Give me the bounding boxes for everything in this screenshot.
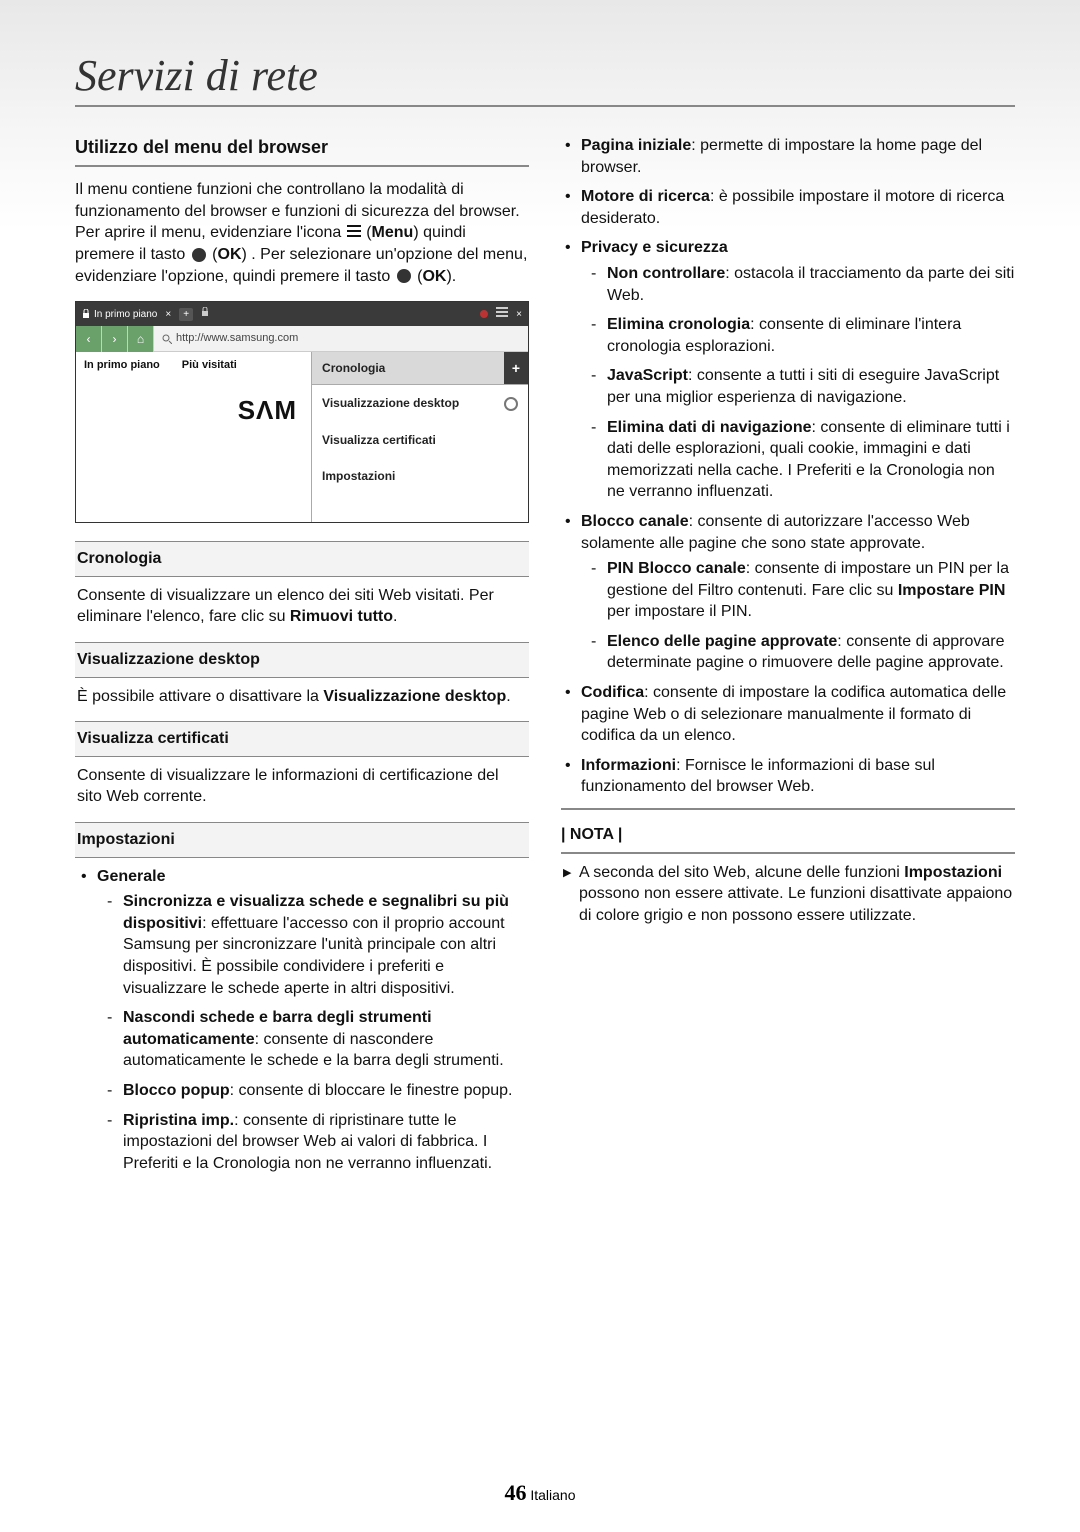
hamburger-icon bbox=[496, 307, 508, 322]
mock-logo: SΛM bbox=[84, 393, 303, 428]
browser-mockup: In primo piano × + × ‹ › ⌂ bbox=[75, 301, 529, 523]
note-heading: | NOTA | bbox=[561, 818, 1015, 854]
mock-menu-panel: Cronologia + Visualizzazione desktop Vis… bbox=[311, 352, 528, 522]
body-text: . bbox=[393, 608, 397, 625]
page-title: Servizi di rete bbox=[75, 50, 1015, 107]
right-column: Pagina iniziale: permette di impostare l… bbox=[561, 135, 1015, 1194]
bold-text: Pagina iniziale bbox=[581, 137, 691, 154]
plus-icon: + bbox=[179, 308, 193, 322]
subsection-title: Cronologia bbox=[75, 541, 529, 577]
subsection-body: Consente di visualizzare le informazioni… bbox=[75, 757, 529, 820]
body-text: A seconda del sito Web, alcune delle fun… bbox=[579, 864, 904, 881]
radio-icon[interactable] bbox=[504, 397, 518, 411]
subsection-title: Visualizza certificati bbox=[75, 721, 529, 757]
body-text: possono non essere attivate. Le funzioni… bbox=[579, 885, 1012, 924]
mock-subtab[interactable]: Più visitati bbox=[182, 358, 237, 373]
intro-text: ). bbox=[446, 268, 456, 285]
left-column: Utilizzo del menu del browser Il menu co… bbox=[75, 135, 529, 1194]
page-number: 46 bbox=[504, 1480, 526, 1505]
left-heading: Utilizzo del menu del browser bbox=[75, 135, 529, 167]
url-field[interactable]: http://www.samsung.com bbox=[154, 331, 528, 346]
bold-text: Motore di ricerca bbox=[581, 188, 710, 205]
hamburger-icon bbox=[346, 222, 362, 244]
subsection-title: Visualizzazione desktop bbox=[75, 642, 529, 678]
bold-text: Elimina cronologia bbox=[607, 316, 750, 333]
bold-text: Codifica bbox=[581, 684, 644, 701]
body-text: . bbox=[506, 688, 510, 705]
footer-lang: Italiano bbox=[530, 1487, 575, 1503]
bold-text: Elimina dati di navigazione bbox=[607, 419, 811, 436]
mock-menu-item[interactable]: Visualizzazione desktop bbox=[322, 395, 459, 411]
close-icon: × bbox=[516, 308, 522, 322]
page-footer: 46 Italiano bbox=[0, 1480, 1080, 1506]
close-icon: × bbox=[165, 308, 171, 322]
bold-text: Informazioni bbox=[581, 757, 676, 774]
url-text: http://www.samsung.com bbox=[176, 331, 298, 346]
mock-menu-item[interactable]: Visualizza certificati bbox=[322, 432, 436, 448]
bold-text: Visualizzazione desktop bbox=[323, 688, 506, 705]
search-icon bbox=[162, 334, 172, 344]
mock-tab: In primo piano bbox=[82, 308, 157, 322]
subsection-body: È possibile attivare o disattivare la Vi… bbox=[75, 678, 529, 720]
note-body: A seconda del sito Web, alcune delle fun… bbox=[561, 854, 1015, 927]
ok-icon bbox=[192, 248, 206, 262]
ok-icon bbox=[397, 269, 411, 283]
body-text: Consente di visualizzare un elenco dei s… bbox=[77, 587, 494, 626]
bold-text: Privacy e sicurezza bbox=[581, 239, 728, 256]
mock-menu-item[interactable]: Impostazioni bbox=[322, 468, 395, 484]
bullet-title: Generale bbox=[97, 868, 165, 885]
bold-text: Ripristina imp. bbox=[123, 1112, 234, 1129]
body-text: È possibile attivare o disattivare la bbox=[77, 688, 323, 705]
subsection-body: Consente di visualizzare un elenco dei s… bbox=[75, 577, 529, 640]
subsection-title: Impostazioni bbox=[75, 822, 529, 858]
bold-text: JavaScript bbox=[607, 367, 688, 384]
mock-tab-label: In primo piano bbox=[94, 308, 157, 322]
mock-subtab[interactable]: In primo piano bbox=[84, 358, 160, 373]
back-button[interactable]: ‹ bbox=[76, 326, 102, 352]
bold-text: Impostare PIN bbox=[898, 582, 1006, 599]
intro-paragraph: Il menu contiene funzioni che controllan… bbox=[75, 179, 529, 287]
bold-text: Non controllare bbox=[607, 265, 725, 282]
bold-text: Impostazioni bbox=[904, 864, 1002, 881]
record-icon bbox=[480, 310, 488, 318]
bold-text: Blocco popup bbox=[123, 1082, 230, 1099]
lock-icon bbox=[201, 307, 209, 322]
ok-label: OK bbox=[218, 246, 242, 263]
plus-icon[interactable]: + bbox=[504, 352, 528, 384]
mock-address-bar: ‹ › ⌂ http://www.samsung.com bbox=[76, 326, 528, 352]
lock-icon bbox=[82, 309, 90, 319]
body-text: per impostare il PIN. bbox=[607, 603, 752, 620]
bold-text: PIN Blocco canale bbox=[607, 560, 746, 577]
home-button[interactable]: ⌂ bbox=[128, 326, 154, 352]
body-text: : consente di impostare la codifica auto… bbox=[581, 684, 1006, 744]
subsection-body: Generale Sincronizza e visualizza schede… bbox=[75, 858, 529, 1195]
mock-menu-item[interactable]: Cronologia bbox=[312, 352, 504, 384]
menu-label: Menu bbox=[372, 225, 414, 242]
content-columns: Utilizzo del menu del browser Il menu co… bbox=[75, 135, 1015, 1194]
bold-text: Blocco canale bbox=[581, 513, 689, 530]
mock-page-body: In primo piano Più visitati SΛM bbox=[76, 352, 311, 522]
body-text: : consente di bloccare le finestre popup… bbox=[230, 1082, 513, 1099]
mock-titlebar: In primo piano × + × bbox=[76, 302, 528, 326]
ok-label: OK bbox=[422, 268, 446, 285]
bold-text: Elenco delle pagine approvate bbox=[607, 633, 837, 650]
bold-text: Rimuovi tutto bbox=[290, 608, 393, 625]
forward-button[interactable]: › bbox=[102, 326, 128, 352]
